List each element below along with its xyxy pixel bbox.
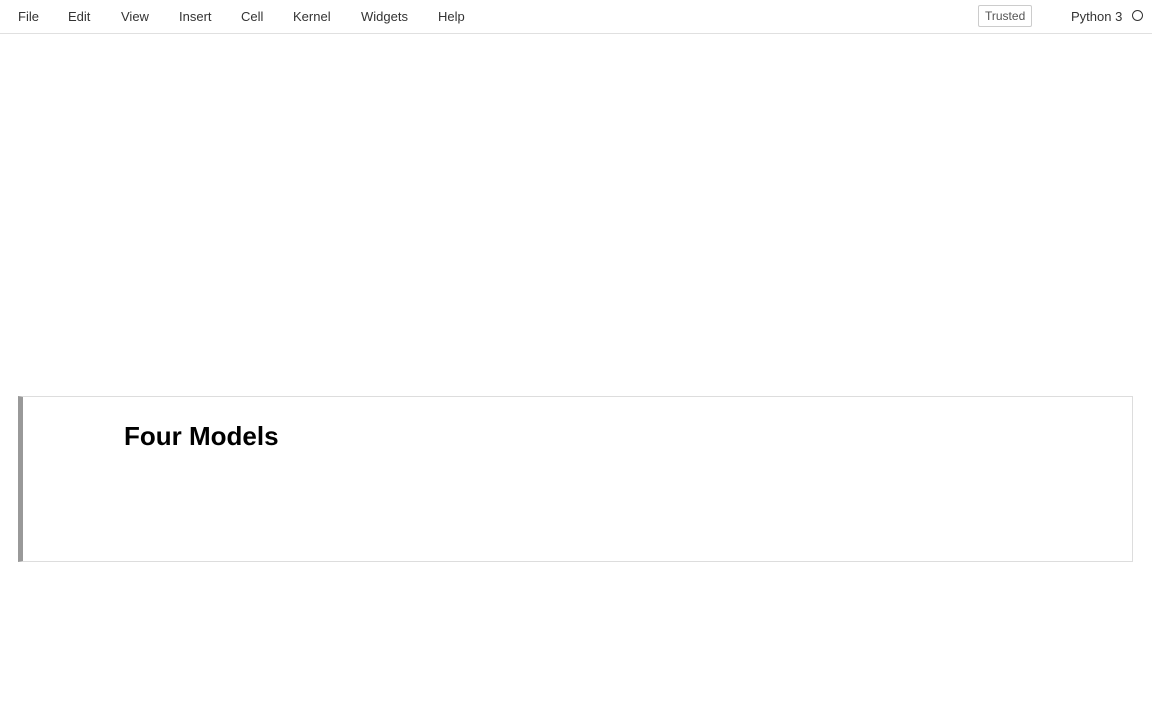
menu-item[interactable]: View — [121, 9, 149, 24]
menu-item[interactable]: Edit — [68, 9, 91, 24]
menu-item[interactable]: Cell — [241, 9, 264, 24]
menu-item[interactable]: Insert — [179, 9, 212, 24]
menu-item[interactable]: Kernel — [293, 9, 331, 24]
figure — [0, 0, 1152, 390]
menu-item[interactable]: File — [18, 9, 39, 24]
heading: Four Models — [124, 421, 279, 451]
markdown-cell[interactable]: Four Models — [18, 396, 1133, 562]
menu-bar: Trusted Python 3 File Edit View Insert Cell K… — [0, 0, 1152, 34]
kernel-indicator — [1132, 10, 1143, 21]
menu-item[interactable]: Help — [438, 9, 465, 24]
menu-item[interactable]: Widgets — [361, 9, 408, 24]
kernel-name[interactable]: Python 3 — [1071, 9, 1123, 24]
trusted-button[interactable]: Trusted — [978, 5, 1033, 27]
